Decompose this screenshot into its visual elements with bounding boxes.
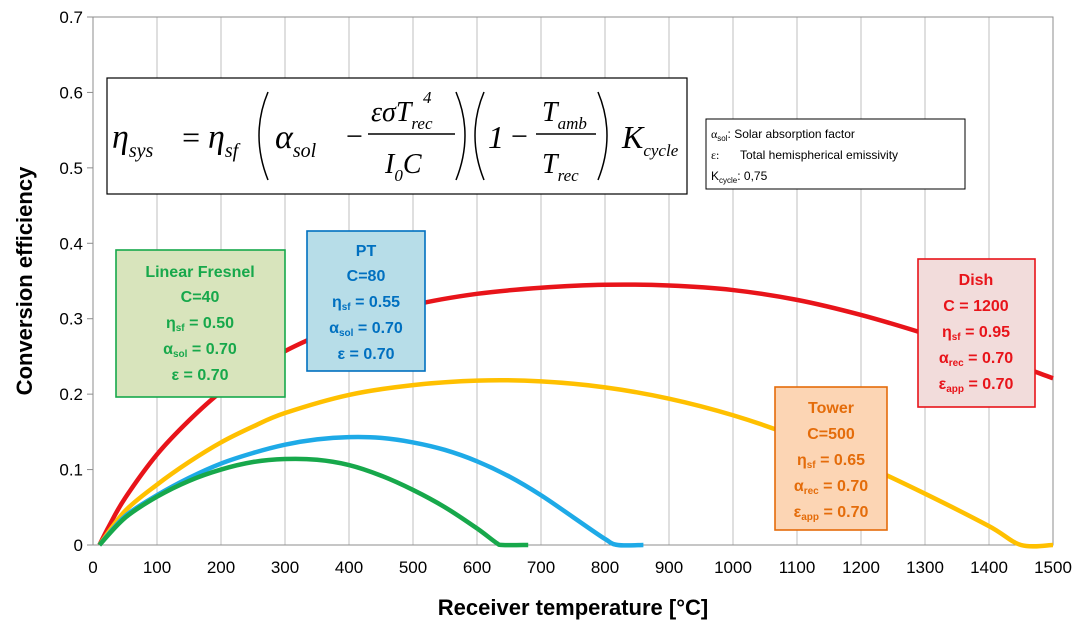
paren-close-2 — [597, 91, 608, 181]
x-tick-label: 500 — [399, 558, 427, 577]
series-group — [97, 282, 1054, 549]
formula-t-amb: Tamb — [542, 97, 587, 133]
y-tick-label: 0.3 — [59, 310, 83, 329]
legend-line-alpha: αsol: Solar absorption factor — [711, 127, 855, 143]
y-tick-label: 0.7 — [59, 8, 83, 27]
pt-c: C=80 — [347, 268, 386, 285]
dish-curve — [97, 282, 1054, 547]
formula-t-rec: Trec — [542, 149, 579, 185]
formula-exponent: 4 — [423, 88, 432, 107]
dish-c: C = 1200 — [943, 298, 1008, 315]
tower-eps: εapp = 0.70 — [794, 504, 869, 523]
x-tick-label: 1400 — [970, 558, 1008, 577]
y-axis-title: Conversion efficiency — [12, 166, 37, 395]
dish-title: Dish — [959, 272, 994, 289]
x-tick-label: 1500 — [1034, 558, 1072, 577]
x-tick-label: 900 — [655, 558, 683, 577]
x-tick-label: 200 — [207, 558, 235, 577]
formula-box: ηsys = ηsf αsol − εσTrec 4 I0C 1 − Tamb … — [106, 77, 688, 195]
fresnel-title: Linear Fresnel — [145, 264, 254, 281]
formula-lhs: ηsys — [112, 119, 154, 162]
annotation-dish: Dish C = 1200 ηsf = 0.95 αrec = 0.70 εap… — [917, 258, 1036, 408]
annotation-tower: Tower C=500 ηsf = 0.65 αrec = 0.70 εapp … — [774, 386, 888, 531]
tower-curve — [97, 377, 1054, 549]
formula-equals: = — [180, 119, 202, 155]
y-tick-label: 0.2 — [59, 385, 83, 404]
fresnel-curve — [97, 456, 529, 548]
y-tick-label: 0.5 — [59, 159, 83, 178]
fresnel-c: C=40 — [181, 289, 220, 306]
tower-alpha: αrec = 0.70 — [794, 478, 868, 497]
x-tick-label: 700 — [527, 558, 555, 577]
dish-eps: εapp = 0.70 — [939, 376, 1014, 395]
fresnel-alpha: αsol = 0.70 — [163, 341, 237, 360]
fresnel-eta: ηsf = 0.50 — [166, 315, 234, 334]
formula-numerator: εσTrec — [371, 97, 433, 133]
x-tick-label: 300 — [271, 558, 299, 577]
paren-open-2 — [474, 91, 485, 181]
x-tick-label: 1200 — [842, 558, 880, 577]
formula-minus-1: − — [344, 120, 364, 153]
pt-eta: ηsf = 0.55 — [332, 294, 400, 313]
pt-title: PT — [356, 243, 377, 260]
tower-eta: ηsf = 0.65 — [797, 452, 865, 471]
x-tick-labels: 0 100 200 300 400 500 600 700 800 900 1000 1100 1200… — [88, 558, 1072, 577]
fresnel-eps: ε = 0.70 — [172, 367, 229, 384]
y-tick-label: 0.4 — [59, 234, 83, 253]
formula-minus-2: − — [509, 120, 529, 153]
x-tick-label: 1100 — [779, 558, 816, 577]
x-axis-title: Receiver temperature [°C] — [438, 595, 708, 620]
x-tick-label: 100 — [143, 558, 171, 577]
plot-area — [92, 16, 1054, 546]
tower-c: C=500 — [807, 426, 855, 443]
symbol-legend-box: αsol: Solar absorption factor ε: Total he… — [705, 118, 966, 190]
formula-k-cycle: Kcycle — [621, 119, 679, 160]
x-tick-label: 800 — [591, 558, 619, 577]
dish-eta: ηsf = 0.95 — [942, 324, 1010, 343]
formula-one: 1 — [488, 119, 504, 155]
legend-line-eps: ε: Total hemispherical emissivity — [711, 148, 898, 162]
paren-close-1 — [455, 91, 466, 181]
tower-title: Tower — [808, 400, 854, 417]
x-tick-label: 1000 — [714, 558, 752, 577]
dish-alpha: αrec = 0.70 — [939, 350, 1013, 369]
y-tick-labels: 0 0.1 0.2 0.3 0.4 0.5 0.6 0.7 — [59, 8, 93, 555]
formula-eta-sf: ηsf — [208, 119, 241, 162]
x-tick-label: 1300 — [906, 558, 944, 577]
y-tick-label: 0 — [74, 536, 83, 555]
pt-curve — [97, 434, 644, 548]
formula-denominator: I0C — [384, 149, 422, 185]
pt-alpha: αsol = 0.70 — [329, 320, 403, 339]
paren-open-1 — [258, 91, 269, 181]
annotation-linear-fresnel: Linear Fresnel C=40 ηsf = 0.50 αsol = 0.… — [115, 249, 286, 398]
x-tick-label: 0 — [88, 558, 97, 577]
y-tick-label: 0.6 — [59, 83, 83, 102]
legend-line-k: Kcycle: 0,75 — [711, 169, 768, 185]
formula-alpha-sol: αsol — [275, 119, 317, 162]
x-tick-label: 400 — [335, 558, 363, 577]
x-tick-label: 600 — [463, 558, 491, 577]
y-tick-label: 0.1 — [59, 461, 83, 480]
annotation-pt: PT C=80 ηsf = 0.55 αsol = 0.70 ε = 0.70 — [306, 230, 426, 372]
pt-eps: ε = 0.70 — [338, 346, 395, 363]
